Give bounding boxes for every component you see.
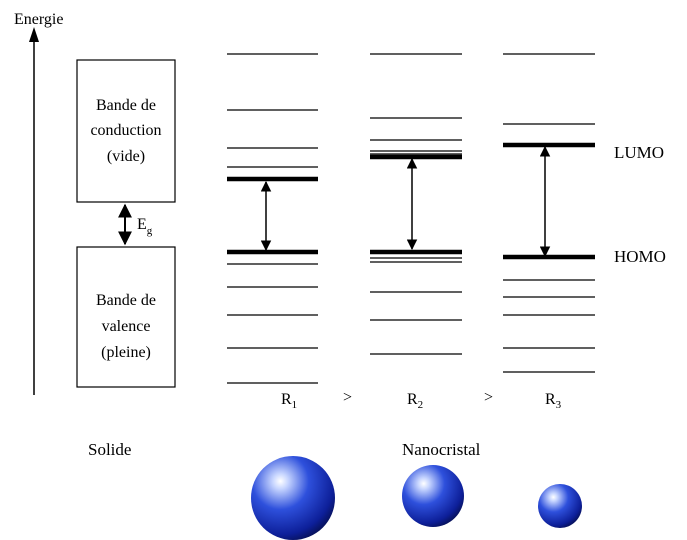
energy-axis-arrowhead xyxy=(29,27,39,42)
sphere-r2 xyxy=(402,465,464,527)
size-label-r2: R2 xyxy=(407,391,423,411)
size-label-r3: R3 xyxy=(545,391,562,411)
sphere-r1 xyxy=(251,456,335,540)
conduction-band-label-line3: (vide) xyxy=(107,148,145,165)
conduction-band-label-line1: Bande de xyxy=(96,97,156,114)
nanocrystal-caption: Nanocristal xyxy=(402,440,481,459)
size-comparator-1: > xyxy=(343,389,352,406)
size-label-r1: R1 xyxy=(281,391,297,411)
nanocrystal-energy-levels xyxy=(227,53,595,384)
band-gap-label: Eg xyxy=(137,216,153,237)
sphere-r3 xyxy=(538,484,582,528)
valence-band-box xyxy=(76,246,176,388)
lumo-label: LUMO xyxy=(614,143,664,162)
valence-band-label-line3: (pleine) xyxy=(101,344,151,361)
valence-band-label-line1: Bande de xyxy=(96,292,156,309)
conduction-band-label-line2: conduction xyxy=(90,122,161,139)
size-comparator-2: > xyxy=(484,389,493,406)
valence-band-label-line2: valence xyxy=(102,318,151,335)
homo-label: HOMO xyxy=(614,247,666,266)
conduction-band-box xyxy=(76,59,176,203)
energy-axis-label: Energie xyxy=(14,11,63,28)
solid-caption: Solide xyxy=(88,440,131,459)
